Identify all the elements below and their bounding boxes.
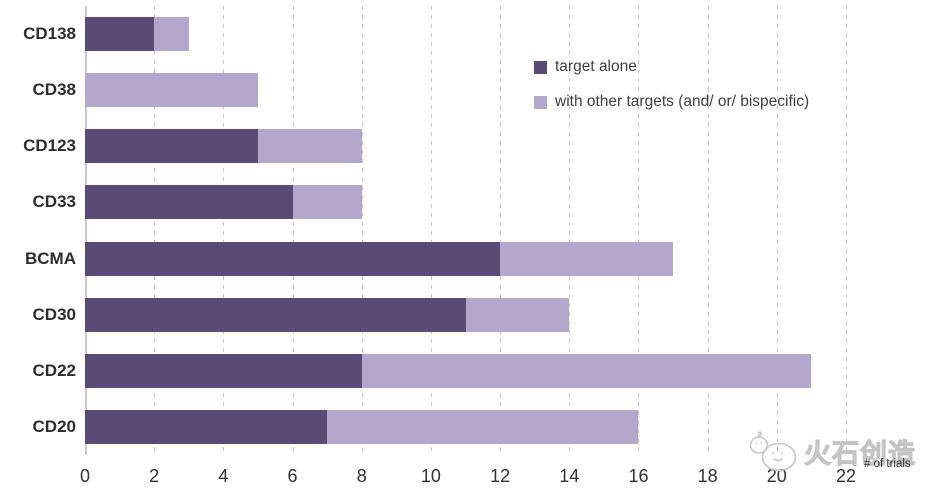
- gridline-x-8: [361, 6, 363, 455]
- y-axis-label-cd33: CD33: [32, 192, 76, 212]
- y-axis-label-cd22: CD22: [32, 360, 76, 380]
- gridline-x-18: [707, 6, 709, 455]
- legend-label-with-other-targets: with other targets (and/ or/ bispecific): [555, 93, 810, 110]
- legend-item-target-alone: target alone: [534, 57, 809, 77]
- x-tick-label-14: 14: [559, 466, 580, 486]
- x-tick-label-18: 18: [697, 466, 718, 486]
- x-tick-label-10: 10: [420, 466, 441, 486]
- legend-swatch-with-other-targets: [534, 95, 547, 109]
- bar-cd33-target-alone: [85, 185, 293, 220]
- x-tick-label-4: 4: [218, 466, 229, 486]
- bar-cd123-target-alone: [85, 129, 258, 164]
- legend-item-with-other-targets: with other targets (and/ or/ bispecific): [534, 92, 809, 112]
- bar-cd30-target-alone: [85, 297, 466, 332]
- legend-swatch-target-alone: [534, 60, 547, 74]
- y-axis-label-cd20: CD20: [32, 416, 76, 436]
- bar-bcma-target-alone: [85, 241, 501, 276]
- y-axis-label-cd30: CD30: [32, 304, 76, 324]
- gridline-x-6: [292, 6, 294, 455]
- bar-cd20-with-other-targets: [327, 409, 639, 444]
- bar-cd22-with-other-targets: [361, 353, 812, 388]
- bar-cd138-target-alone: [85, 17, 155, 52]
- gridline-x-12: [500, 6, 502, 455]
- y-axis-line: [85, 6, 87, 455]
- bar-cd33-with-other-targets: [292, 185, 362, 220]
- y-axis-label-cd38: CD38: [32, 80, 76, 100]
- gridline-x-16: [638, 6, 640, 455]
- gridline-x-14: [569, 6, 571, 455]
- y-axis-label-cd138: CD138: [23, 24, 76, 44]
- x-axis-title: # of trials: [864, 458, 911, 470]
- y-axis-label-cd123: CD123: [23, 136, 76, 156]
- x-tick-label-6: 6: [287, 466, 298, 486]
- x-tick-label-16: 16: [628, 466, 649, 486]
- gridline-x-10: [430, 6, 432, 455]
- x-tick-label-8: 8: [356, 466, 367, 486]
- x-tick-label-22: 22: [835, 466, 857, 486]
- bar-cd20-target-alone: [85, 409, 328, 444]
- gridline-x-4: [223, 6, 225, 455]
- legend: target alone with other targets (and/ or…: [534, 57, 809, 127]
- plot-area: [85, 6, 930, 455]
- bar-bcma-with-other-targets: [500, 241, 674, 276]
- bar-cd30-with-other-targets: [465, 297, 570, 332]
- x-tick-label-2: 2: [149, 466, 160, 486]
- bar-cd138-with-other-targets: [154, 17, 189, 52]
- x-tick-label-20: 20: [766, 466, 787, 486]
- legend-label-target-alone: target alone: [555, 58, 637, 75]
- bar-cd123-with-other-targets: [257, 129, 362, 164]
- x-tick-label-12: 12: [490, 466, 511, 486]
- y-axis-label-bcma: BCMA: [25, 248, 76, 268]
- x-tick-label-0: 0: [79, 466, 91, 486]
- gridline-x-20: [776, 6, 778, 455]
- bar-cd22-target-alone: [85, 353, 362, 388]
- bar-cd38-with-other-targets: [85, 73, 258, 108]
- gridline-x-2: [154, 6, 156, 455]
- gridline-x-22: [846, 6, 847, 455]
